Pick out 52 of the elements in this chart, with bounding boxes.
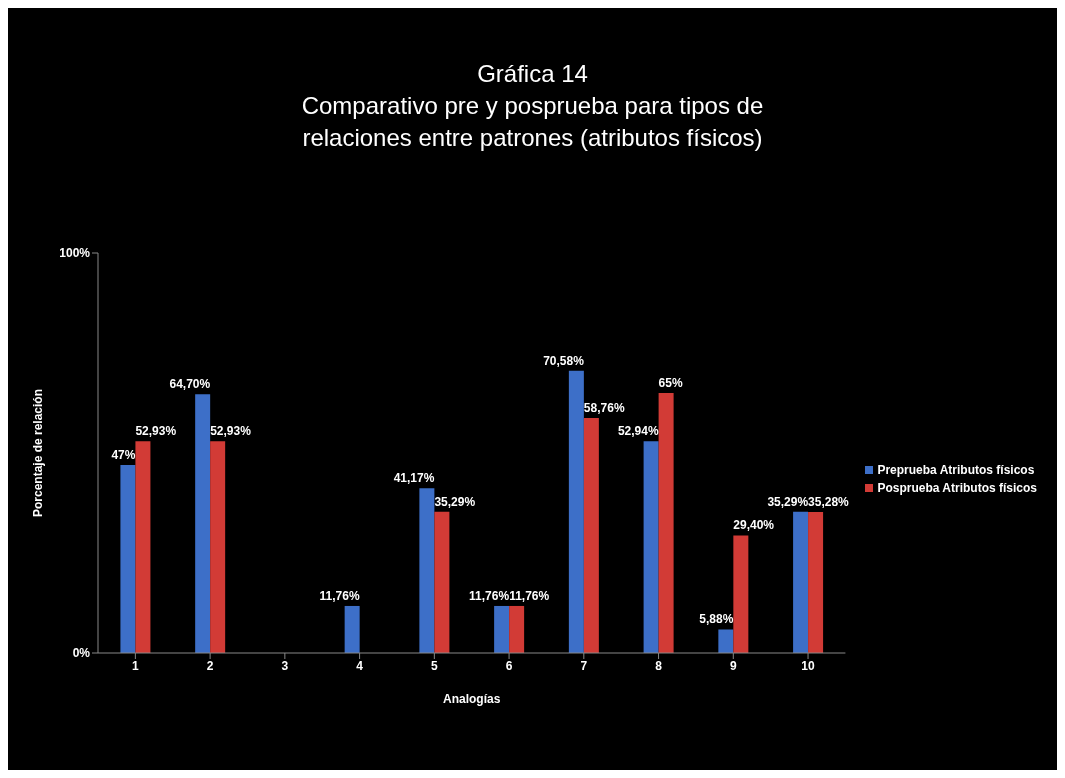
x-tick-label: 9 bbox=[729, 658, 737, 673]
data-label: 11,76% bbox=[469, 588, 510, 603]
legend-label: Preprueba Atributos físicos bbox=[877, 463, 1035, 477]
data-label: 35,29% bbox=[767, 494, 809, 509]
y-tick-label: 0% bbox=[72, 646, 91, 661]
data-label: 70,58% bbox=[543, 353, 585, 368]
data-label: 29,40% bbox=[733, 518, 775, 533]
bar bbox=[658, 393, 674, 653]
bar bbox=[344, 605, 360, 653]
bar bbox=[583, 417, 599, 653]
data-label: 11,76% bbox=[319, 588, 360, 603]
bar bbox=[120, 465, 136, 653]
bar bbox=[434, 511, 450, 653]
x-tick-label: 10 bbox=[801, 658, 816, 673]
chart-subtitle: Comparativo pre y posprueba para tipos de relaciones entre patrones (atributos físicos) bbox=[300, 91, 765, 153]
bar bbox=[568, 370, 584, 653]
data-label: 64,70% bbox=[169, 377, 211, 392]
bar bbox=[509, 605, 525, 653]
x-tick-label: 1 bbox=[132, 658, 140, 673]
x-tick-label: 8 bbox=[655, 658, 663, 673]
data-label: 58,76% bbox=[583, 400, 625, 415]
bar bbox=[195, 394, 211, 653]
bar bbox=[718, 629, 734, 653]
y-axis-title: Porcentaje de relación bbox=[31, 388, 46, 518]
data-label: 5,88% bbox=[699, 612, 734, 627]
data-label: 52,93% bbox=[210, 424, 252, 439]
bar bbox=[419, 488, 435, 653]
y-tick-label: 100% bbox=[59, 246, 91, 261]
chart-title: Gráfica 14 bbox=[476, 59, 589, 89]
x-tick-label: 2 bbox=[206, 658, 214, 673]
bar bbox=[808, 511, 824, 653]
data-label: 47% bbox=[111, 448, 136, 462]
data-label: 35,29% bbox=[434, 494, 476, 509]
data-label: 52,94% bbox=[617, 424, 659, 439]
bar bbox=[793, 511, 809, 653]
x-tick-label: 7 bbox=[580, 658, 588, 673]
legend-label: Posprueba Atributos físicos bbox=[877, 481, 1037, 495]
x-tick-label: 6 bbox=[505, 658, 513, 673]
bar bbox=[494, 605, 510, 653]
data-label: 65% bbox=[658, 376, 683, 390]
data-label: 11,76% bbox=[509, 588, 550, 603]
x-tick-label: 3 bbox=[281, 658, 289, 673]
x-axis-title: Analogías bbox=[443, 692, 501, 706]
data-label: 35,28% bbox=[808, 494, 850, 509]
x-tick-label: 5 bbox=[430, 658, 438, 673]
bar bbox=[210, 441, 226, 653]
bar bbox=[643, 441, 659, 653]
bar bbox=[733, 535, 749, 653]
data-label: 41,17% bbox=[393, 471, 435, 486]
bar bbox=[135, 441, 151, 653]
x-tick-label: 4 bbox=[356, 658, 364, 673]
data-label: 52,93% bbox=[135, 424, 177, 439]
